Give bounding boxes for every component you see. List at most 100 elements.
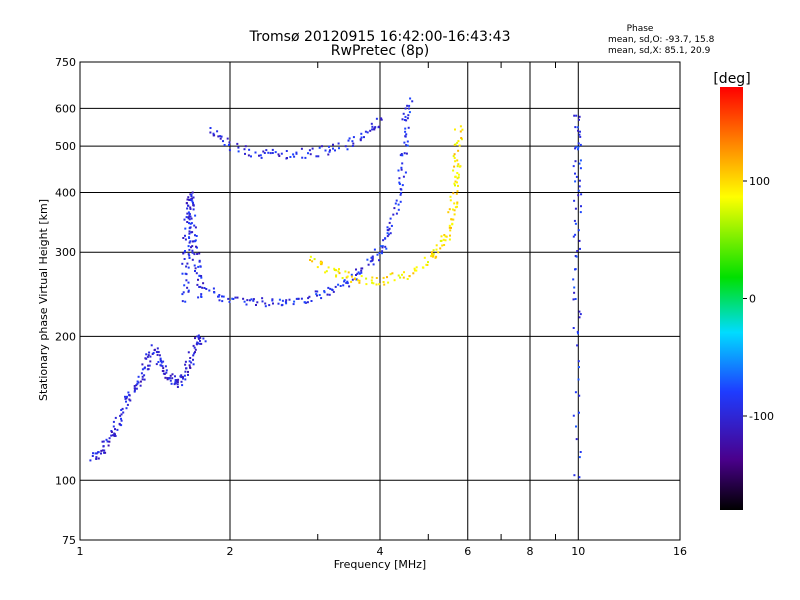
data-point [431,255,434,258]
data-point [195,343,198,346]
data-point [415,266,418,269]
data-point [186,221,189,223]
data-point [574,298,577,300]
data-point [439,247,442,250]
data-point [228,300,231,303]
data-point [455,192,458,195]
data-point [200,293,203,296]
data-point [415,269,418,272]
data-point [406,144,409,147]
data-point [285,299,288,302]
data-point [389,217,392,220]
data-point [578,310,581,313]
data-point [576,126,579,129]
data-point [451,222,454,225]
data-point [384,237,387,240]
data-point [133,387,136,390]
data-point [181,375,184,378]
data-point [180,374,183,377]
data-point [380,118,383,121]
data-point [181,262,184,265]
data-point [141,378,144,381]
data-point [182,377,184,380]
data-point [369,260,372,263]
data-point [118,423,121,426]
data-point [155,351,158,353]
data-point [147,354,150,357]
data-point [432,253,435,255]
data-point [454,184,456,187]
data-point [345,281,348,284]
data-point [363,136,365,139]
data-point [398,177,401,180]
data-point [196,335,199,338]
data-point [107,444,110,447]
data-point [173,383,176,386]
data-point [316,266,319,269]
axis-ticks: 1 2 4 6 8 10 16 75 100 200 300 400 500 600 750 [55,56,687,558]
data-point [381,250,384,253]
data-point [435,244,438,247]
data-point [212,132,215,135]
data-point [456,177,459,180]
data-point [187,211,190,214]
data-point [192,208,195,211]
data-point [448,224,451,227]
data-point [391,272,394,275]
data-point [203,287,206,289]
data-point [189,215,192,218]
data-point [364,130,367,133]
data-point [334,149,336,152]
data-point [250,298,253,301]
data-point [165,371,168,374]
data-point [189,206,192,209]
data-point [374,126,377,129]
data-point [332,290,335,293]
data-point [402,112,405,115]
data-point [576,344,579,347]
data-point [193,346,196,349]
data-point [572,235,575,238]
data-point [262,150,265,153]
data-point [219,137,222,140]
data-point [133,385,136,387]
data-point [367,263,370,266]
data-point [300,297,303,300]
data-point [186,262,189,265]
data-point [277,302,280,305]
data-point [183,284,186,287]
x-tick-label: 2 [227,545,234,558]
data-point [176,383,179,386]
data-point [404,127,407,130]
data-point [184,250,186,252]
data-point [352,136,355,139]
data-point [577,142,580,145]
data-point [328,150,331,153]
data-point [237,150,240,153]
data-point [228,141,231,144]
data-point [135,387,138,390]
data-point [95,452,98,455]
data-point [316,294,318,297]
data-point [169,379,172,382]
data-point [441,244,444,247]
data-point [372,282,375,285]
data-point [351,278,354,281]
data-point [344,270,347,273]
data-point [191,200,194,203]
data-point [370,122,373,125]
data-point [449,229,452,232]
data-point [430,255,433,258]
data-point [127,391,130,394]
data-point [580,205,582,208]
data-point [222,295,225,298]
data-point [574,222,577,225]
data-point [197,265,200,268]
data-point [397,208,400,211]
data-point [219,135,222,138]
data-point [459,130,462,133]
chart-subtitle: RwPretec (8p) [331,43,429,59]
data-point [379,245,382,248]
data-point [346,282,349,285]
data-point [423,256,426,259]
